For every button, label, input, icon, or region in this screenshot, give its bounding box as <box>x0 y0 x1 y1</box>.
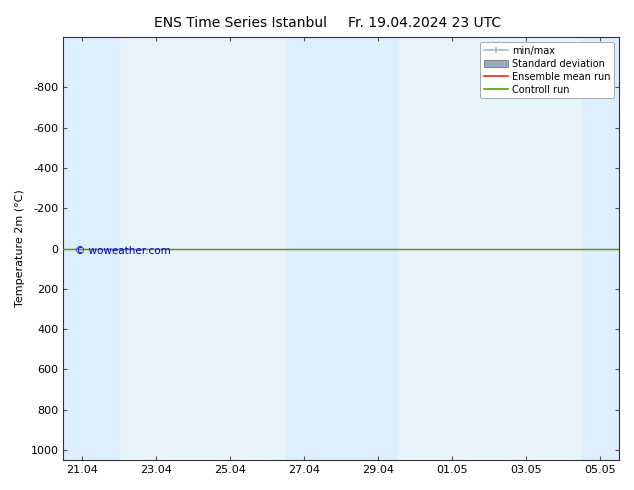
Bar <box>582 37 619 460</box>
Text: ENS Time Series Istanbul: ENS Time Series Istanbul <box>155 16 327 30</box>
Text: © woweather.com: © woweather.com <box>75 246 171 256</box>
Bar <box>63 37 119 460</box>
Text: Fr. 19.04.2024 23 UTC: Fr. 19.04.2024 23 UTC <box>348 16 501 30</box>
Bar <box>286 37 397 460</box>
Legend: min/max, Standard deviation, Ensemble mean run, Controll run: min/max, Standard deviation, Ensemble me… <box>480 42 614 98</box>
Y-axis label: Temperature 2m (°C): Temperature 2m (°C) <box>15 190 25 307</box>
